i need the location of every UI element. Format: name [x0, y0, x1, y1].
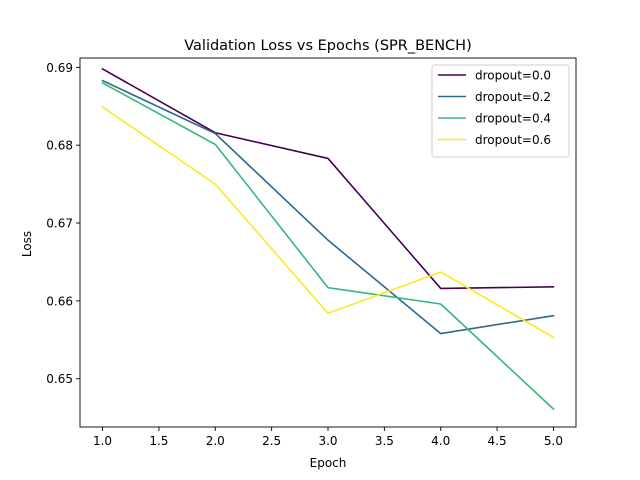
- y-tick-label: 0.66: [46, 294, 73, 308]
- legend-box: [431, 64, 570, 158]
- x-tick-label: 4.5: [488, 434, 507, 448]
- plot-area: [79, 57, 577, 428]
- x-axis-label: Epoch: [310, 456, 347, 470]
- y-tick-label: 0.68: [46, 139, 73, 153]
- x-tick-label: 3.0: [318, 434, 337, 448]
- x-tick-label: 5.0: [544, 434, 563, 448]
- y-axis: 0.65 0.66 0.67 0.68 0.69: [46, 61, 80, 386]
- series-line-2: [101, 81, 555, 411]
- chart-title: Validation Loss vs Epochs (SPR_BENCH): [184, 38, 472, 54]
- series-line-0: [101, 67, 555, 290]
- legend-label-0: dropout=0.0: [475, 69, 551, 83]
- x-tick-label: 3.5: [375, 434, 394, 448]
- y-tick-label: 0.69: [46, 61, 73, 75]
- x-tick-label: 2.5: [262, 434, 281, 448]
- legend-label-1: dropout=0.2: [475, 90, 551, 104]
- x-tick-label: 1.0: [93, 434, 112, 448]
- legend: dropout=0.0 dropout=0.2 dropout=0.4 dropout…: [431, 64, 570, 158]
- series-line-1: [101, 79, 555, 335]
- y-tick-label: 0.65: [46, 372, 73, 386]
- x-tick-label: 1.5: [149, 434, 168, 448]
- x-tick-label: 4.0: [431, 434, 450, 448]
- legend-label-2: dropout=0.4: [475, 112, 551, 126]
- series-line-3: [101, 105, 555, 339]
- y-tick-label: 0.67: [46, 217, 73, 231]
- legend-label-3: dropout=0.6: [475, 133, 551, 147]
- y-axis-label: Loss: [20, 231, 34, 257]
- x-axis: 1.0 1.5 2.0 2.5 3.0 3.5 4.0 4.5 5.0: [93, 427, 563, 448]
- x-tick-label: 2.0: [206, 434, 225, 448]
